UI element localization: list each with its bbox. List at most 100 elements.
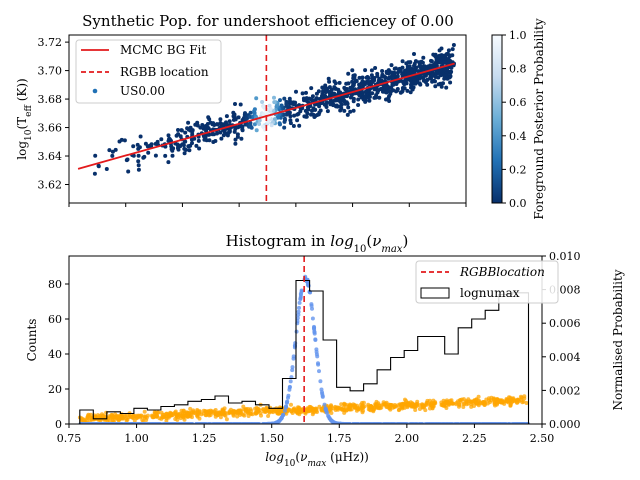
scatter-point: [190, 128, 195, 133]
scatter-point: [136, 167, 141, 172]
scatter-point: [295, 112, 300, 117]
probability-point: [282, 408, 287, 413]
bottom-x-tick-label: 2.50: [530, 432, 555, 445]
probability-point: [280, 415, 284, 420]
scatter-point: [182, 151, 187, 156]
scatter-point: [260, 100, 265, 104]
top-axes-frame: [68, 34, 467, 204]
colorbar-label: Foreground Posterior Probability: [532, 18, 546, 219]
scatter-point: [305, 105, 310, 110]
legend-histogram-label: lognumax: [460, 286, 520, 300]
background-point: [313, 406, 318, 411]
scatter-point: [288, 118, 293, 123]
scatter-point: [215, 131, 219, 136]
background-point: [447, 401, 452, 406]
scatter-point: [400, 86, 405, 90]
scatter-point: [282, 96, 287, 101]
scatter-point: [431, 52, 436, 57]
background-point: [348, 403, 353, 408]
scatter-point: [384, 69, 389, 74]
bottom-y-axis-label: Counts: [25, 319, 39, 362]
bottom-x-tick-label: 1.50: [259, 432, 284, 445]
background-point: [328, 407, 333, 412]
top-y-tick-label: 3.62: [38, 178, 63, 191]
background-point: [371, 409, 376, 414]
background-point: [400, 401, 405, 406]
scatter-point: [288, 114, 293, 119]
background-point: [391, 405, 395, 410]
scatter-point: [448, 80, 453, 85]
colorbar-tick-label: 0.6: [509, 96, 527, 109]
scatter-point: [369, 73, 374, 78]
probability-point: [298, 297, 303, 302]
background-point: [372, 405, 377, 410]
top-chart-title: Synthetic Pop. for undershoot efficience…: [82, 12, 454, 30]
background-point: [169, 412, 174, 416]
background-point: [366, 404, 371, 409]
background-point: [423, 408, 428, 413]
background-point: [124, 416, 129, 421]
scatter-point: [207, 132, 212, 137]
scatter-point: [351, 76, 356, 81]
scatter-point: [176, 147, 181, 152]
background-point: [160, 415, 165, 420]
scatter-point: [218, 130, 223, 135]
scatter-point: [297, 123, 302, 128]
scatter-point: [384, 97, 388, 102]
background-point: [159, 410, 164, 415]
probability-point: [290, 365, 295, 370]
scatter-point: [194, 143, 199, 148]
bottom-x-axis-label: log10(νmax (μHz)): [265, 450, 369, 469]
probability-point: [284, 404, 288, 409]
scatter-point: [356, 97, 361, 102]
scatter-point: [282, 119, 287, 124]
background-point: [191, 409, 196, 414]
scatter-point: [227, 128, 232, 133]
background-point: [439, 400, 444, 405]
background-point: [450, 401, 455, 406]
probability-point: [317, 369, 321, 374]
scatter-point: [338, 108, 343, 113]
probability-point: [322, 402, 327, 407]
background-point: [474, 401, 479, 406]
background-point: [466, 397, 471, 402]
colorbar: 0.0 0.2 0.4 0.6 0.8 1.0 Foreground Posterior …: [491, 18, 546, 220]
background-point: [128, 414, 133, 419]
bottom-x-tick-label: 1.00: [124, 432, 149, 445]
top-y-tick-label: 3.66: [38, 122, 63, 135]
scatter-point: [271, 120, 275, 125]
bottom-y-tick-label: 0: [55, 418, 62, 431]
scatter-point: [163, 153, 168, 158]
probability-point: [286, 395, 290, 400]
scatter-point: [351, 99, 356, 104]
scatter-point: [363, 89, 368, 94]
scatter-point: [357, 75, 362, 80]
scatter-point: [146, 150, 151, 155]
scatter-point: [96, 164, 101, 169]
background-point: [132, 418, 137, 423]
legend-scatter-swatch: [92, 88, 98, 94]
scatter-point: [302, 114, 307, 119]
scatter-point: [291, 124, 296, 128]
background-point: [420, 403, 425, 407]
scatter-point: [348, 95, 353, 100]
background-point: [383, 401, 388, 406]
scatter-point: [184, 147, 188, 152]
scatter-point: [224, 114, 229, 119]
background-point: [310, 406, 315, 411]
background-point: [310, 412, 315, 417]
scatter-point: [125, 157, 130, 162]
bottom-right-y-tick-label: 0.000: [549, 418, 581, 431]
probability-point: [299, 288, 304, 293]
bottom-chart-title: Histogram in log10(νmax): [226, 232, 409, 255]
background-point: [248, 407, 253, 412]
probability-point: [294, 329, 299, 334]
background-point: [415, 399, 420, 404]
scatter-point: [166, 133, 171, 138]
scatter-point: [190, 132, 195, 137]
scatter-point: [233, 141, 238, 146]
background-point: [84, 418, 89, 423]
scatter-point: [394, 89, 399, 94]
background-point: [209, 409, 214, 414]
scatter-point: [409, 82, 413, 87]
